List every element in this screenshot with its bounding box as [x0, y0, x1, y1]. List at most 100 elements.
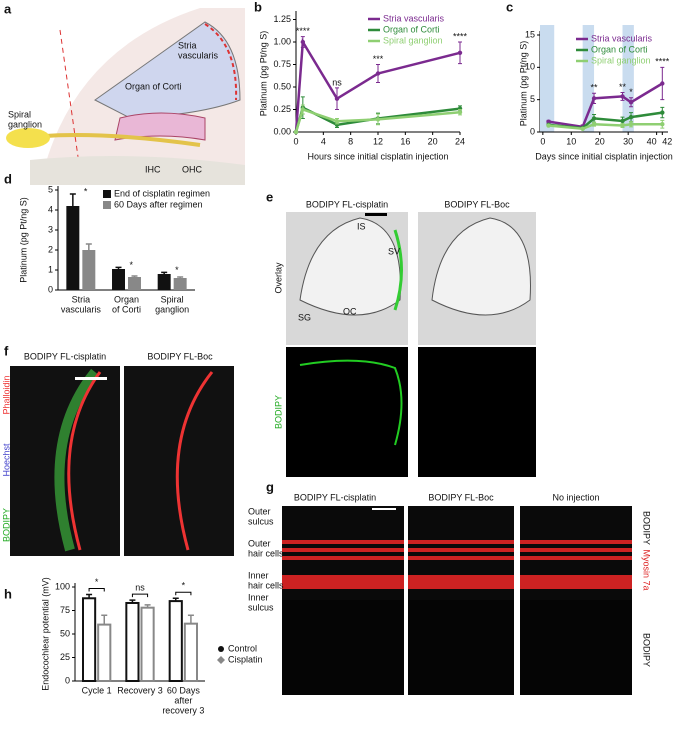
region-label: IS: [357, 221, 366, 231]
data-point: [628, 114, 634, 120]
bar: [125, 601, 140, 682]
x-tick-label: vascularis: [61, 304, 102, 314]
x-tick-label: of Corti: [112, 304, 141, 314]
x-tick-label: 16: [400, 136, 410, 146]
column-header: BODIPY FL-Boc: [444, 199, 510, 209]
data-point: [293, 129, 299, 135]
image: [408, 600, 514, 695]
y-tick-label: 0.00: [273, 126, 291, 136]
x-tick-label: Stria: [72, 294, 91, 304]
image-detail: [299, 359, 403, 446]
x-tick-label: recovery 3: [162, 705, 204, 715]
image: [418, 347, 536, 477]
y-tick-label: 4: [48, 204, 53, 214]
image-detail: [393, 229, 403, 311]
significance-label: *: [84, 186, 88, 196]
region-label: SG: [298, 312, 311, 322]
label: Organ of Corti: [125, 81, 182, 91]
significance-label: ns: [332, 77, 342, 87]
legend-label: Stria vascularis: [591, 33, 653, 43]
dosing-period: [582, 25, 595, 132]
image: [520, 600, 632, 695]
data-point: [628, 122, 634, 127]
x-tick-label: Spiral: [161, 294, 184, 304]
column-header: BODIPY FL-cisplatin: [294, 492, 376, 502]
region-label: hair cells: [248, 580, 284, 590]
error-bar: [85, 243, 92, 250]
y-tick-label: 0: [48, 284, 53, 294]
region-label: hair cells: [248, 548, 284, 558]
error-bar: [177, 276, 184, 278]
panel-letter: g: [266, 479, 274, 494]
x-tick-label: 8: [348, 136, 353, 146]
panel-letter: f: [4, 343, 9, 358]
panel-letter: d: [4, 171, 12, 186]
y-tick-label: 0: [530, 126, 535, 136]
significance-bracket: [131, 593, 149, 598]
data-point: [660, 81, 665, 86]
y-tick-label: 5: [48, 184, 53, 194]
image-detail: [299, 217, 401, 316]
image-detail: [431, 217, 531, 316]
bar: [173, 278, 187, 290]
y-tick-label: 75: [60, 605, 70, 615]
label: Spiral: [8, 109, 31, 119]
stain-label: BODIPY: [1, 508, 11, 542]
panel-letter: a: [4, 1, 12, 16]
label: OHC: [182, 164, 203, 174]
bar: [66, 206, 80, 290]
y-tick-label: 0.50: [273, 81, 291, 91]
x-tick-label: Cycle 1: [82, 685, 112, 695]
data-point: [591, 116, 597, 121]
data-point: [620, 118, 625, 124]
bar: [140, 606, 155, 682]
legend-label: Organ of Corti: [383, 24, 440, 34]
panel-letter: h: [4, 586, 12, 601]
bar: [112, 269, 125, 290]
series-line: [548, 122, 663, 131]
significance-label: **: [591, 83, 599, 93]
bar: [128, 277, 141, 290]
legend-label: 60 Days after regimen: [114, 199, 203, 209]
region-label: Outer: [248, 506, 271, 516]
column-header: BODIPY FL-cisplatin: [24, 351, 106, 361]
scale-bar: [372, 508, 396, 510]
significance-label: *: [629, 87, 633, 97]
panel-f: BODIPY FL-cisplatin BODIPY FL-Boc Phallo…: [1, 351, 234, 556]
x-tick-label: 20: [595, 136, 605, 146]
bar: [168, 600, 183, 682]
panel-letter: b: [254, 0, 262, 14]
error-bar: [161, 271, 168, 274]
significance-label: ****: [296, 26, 311, 36]
bar: [157, 274, 171, 290]
panel-g: BODIPY FL-cisplatin BODIPY FL-Boc No inj…: [248, 492, 652, 695]
dosing-period: [540, 25, 555, 132]
row-label: BODIPY: [273, 395, 283, 429]
legend-swatch: [103, 201, 111, 209]
error-bar: [115, 266, 122, 269]
legend-label: Organ of Corti: [591, 44, 648, 54]
significance-label: *: [95, 577, 99, 587]
image: [286, 347, 408, 477]
row-label: Overlay: [273, 262, 283, 294]
x-tick-label: ganglion: [155, 304, 189, 314]
image-detail: [175, 371, 214, 551]
stain-label: Phalloidin: [1, 375, 11, 414]
x-axis-label: Hours since initial cisplatin injection: [307, 151, 448, 161]
legend-swatch: [103, 190, 111, 198]
error-bar: [131, 275, 138, 277]
data-point: [620, 94, 625, 99]
y-tick-label: 100: [55, 581, 70, 591]
data-point: [334, 119, 340, 124]
x-tick-label: Recovery 3: [117, 685, 163, 695]
significance-label: **: [619, 82, 627, 92]
y-tick-label: 5: [530, 94, 535, 104]
legend-label: Stria vascularis: [383, 13, 445, 23]
x-tick-label: 42: [662, 136, 672, 146]
x-tick-label: 40: [647, 136, 657, 146]
y-tick-label: 25: [60, 652, 70, 662]
legend-label: Spiral ganglion: [591, 55, 651, 65]
significance-label: ns: [135, 583, 145, 593]
